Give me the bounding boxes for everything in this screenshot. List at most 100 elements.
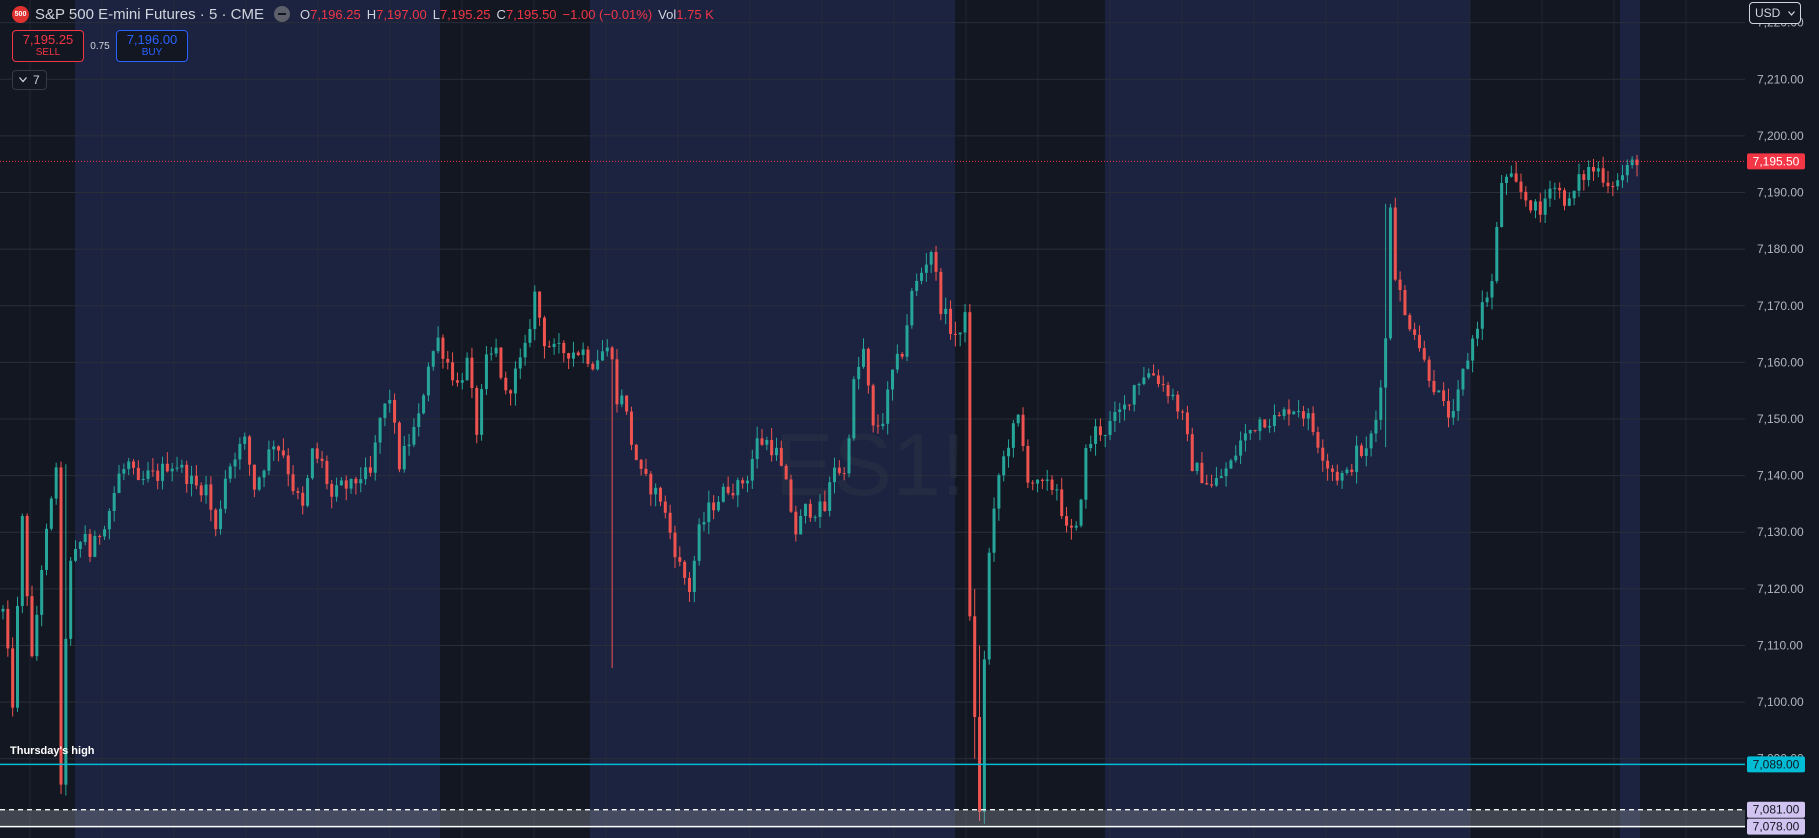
candle	[1326, 453, 1330, 481]
candle	[45, 523, 49, 576]
candle-body	[596, 360, 600, 370]
candle	[489, 346, 493, 361]
candle-body	[446, 358, 450, 363]
candle	[1475, 321, 1479, 347]
candle-body	[562, 342, 566, 354]
buy-button[interactable]: 7,196.00 BUY	[116, 30, 188, 62]
candle-body	[335, 485, 339, 497]
candle	[1210, 474, 1214, 488]
candle	[214, 508, 218, 537]
candle-body	[803, 503, 807, 517]
candle-body	[987, 552, 991, 660]
candle	[562, 340, 566, 363]
candle-body	[963, 312, 967, 333]
candle	[252, 464, 256, 498]
candle	[1364, 436, 1368, 467]
candle-body	[436, 337, 440, 352]
candle	[499, 347, 503, 380]
candle-body	[417, 413, 421, 427]
candle	[1620, 164, 1624, 188]
candle	[1156, 369, 1160, 388]
candle	[654, 483, 658, 507]
candle-body	[88, 533, 92, 557]
candle-body	[368, 467, 372, 473]
candle-body	[1364, 448, 1368, 456]
candle-body	[586, 349, 590, 364]
level-tag	[1747, 756, 1805, 773]
price-tick-label: 7,180.00	[1757, 242, 1804, 256]
candle	[891, 369, 895, 401]
symbol-title[interactable]: S&P 500 E-mini Futures · 5 · CME	[35, 5, 264, 23]
hide-legend-icon[interactable]	[273, 6, 290, 22]
candle-body	[194, 475, 198, 486]
candle-body	[132, 461, 136, 468]
candle-body	[538, 291, 542, 318]
candle-body	[489, 353, 493, 355]
candle-body	[373, 442, 377, 473]
candle	[1456, 380, 1460, 421]
candle	[1040, 478, 1044, 490]
candle-body	[470, 357, 474, 389]
candle	[1480, 290, 1484, 340]
candle-body	[349, 478, 353, 489]
level-tag	[1747, 818, 1805, 835]
candle	[310, 448, 314, 480]
symbol-watermark: ES1!	[775, 415, 966, 514]
currency-select[interactable]: USD	[1749, 2, 1801, 24]
candle	[639, 458, 643, 476]
candle-body	[1437, 390, 1441, 393]
candle	[49, 496, 53, 531]
candle	[301, 486, 305, 515]
candle-body	[1480, 302, 1484, 329]
candle-body	[1596, 168, 1600, 172]
candle-body	[117, 473, 121, 493]
candle-body	[1582, 174, 1586, 180]
candle-body	[1553, 187, 1557, 189]
indicators-toggle-button[interactable]: 7	[12, 70, 47, 90]
candle-body	[774, 447, 778, 456]
candle	[165, 452, 169, 473]
candle-body	[1050, 479, 1054, 490]
candle-body	[78, 542, 82, 550]
candle-body	[228, 466, 232, 479]
candle-body	[1272, 414, 1276, 427]
candle-body	[789, 479, 793, 512]
candle	[726, 476, 730, 496]
candle	[789, 474, 793, 514]
candle	[1282, 407, 1286, 420]
candle	[446, 350, 450, 370]
candle-body	[513, 368, 517, 394]
candle-body	[407, 444, 411, 447]
candle-body	[557, 342, 561, 344]
open-label: O	[299, 6, 311, 22]
volume-label: Vol	[658, 6, 677, 22]
candle	[934, 245, 938, 281]
candle	[69, 556, 73, 646]
candle	[412, 418, 416, 448]
candle-body	[973, 616, 977, 717]
sell-button[interactable]: 7,195.25 SELL	[12, 30, 84, 62]
candle-body	[1132, 385, 1136, 405]
candle	[185, 460, 189, 493]
candle-body	[460, 380, 464, 383]
candle	[1287, 399, 1291, 426]
candle	[1113, 401, 1117, 432]
candle-body	[1084, 448, 1088, 500]
candle	[54, 462, 58, 505]
candle	[11, 637, 15, 717]
candle-body	[310, 448, 314, 479]
candle	[1495, 221, 1499, 284]
candle	[1417, 325, 1421, 352]
candle	[668, 504, 672, 540]
candle	[1596, 161, 1600, 178]
price-scale[interactable]	[1745, 0, 1819, 838]
candle-body	[808, 503, 812, 518]
candle	[1147, 368, 1151, 380]
candle-body	[11, 648, 15, 708]
candle	[1011, 420, 1015, 458]
candle-body	[1108, 420, 1112, 436]
candle-body	[1475, 328, 1479, 339]
candle	[620, 389, 624, 408]
